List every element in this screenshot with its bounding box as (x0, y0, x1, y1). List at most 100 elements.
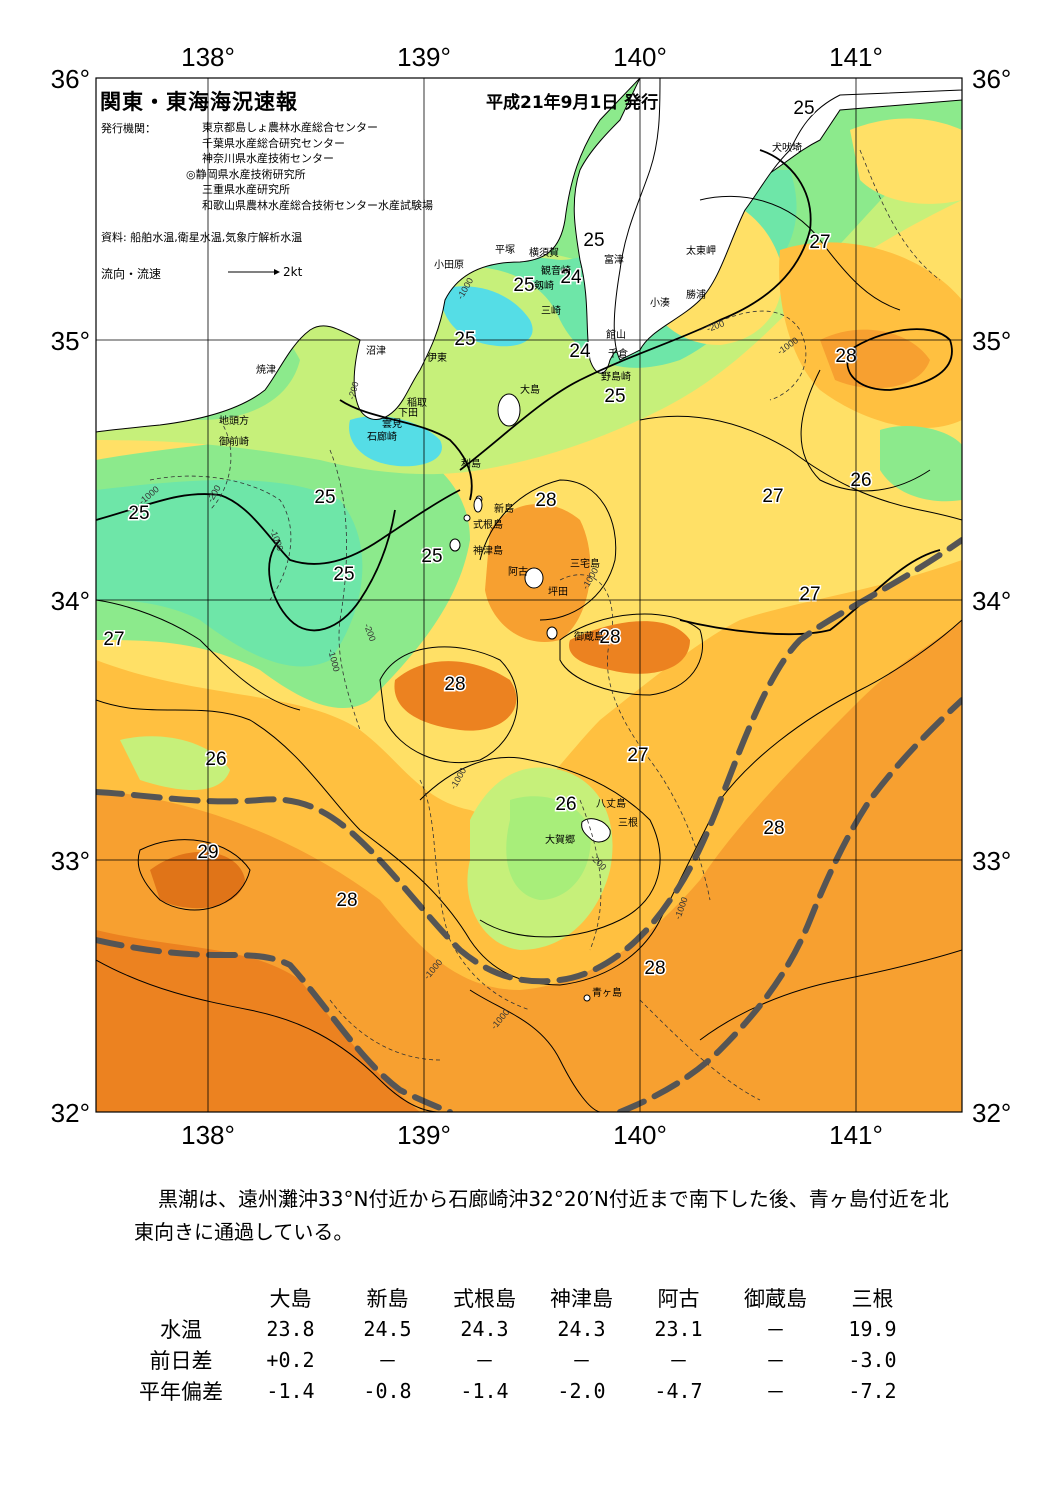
place-label: 伊東 (427, 351, 447, 364)
isotherm-lines (96, 149, 953, 636)
table-cell: 24.5 (363, 1316, 412, 1341)
place-label: 太東岬 (686, 244, 716, 257)
longitude-labels-bottom: 138° 139° 140° 141° (181, 1120, 883, 1150)
graticule (95, 77, 963, 1113)
place-label: 勝浦 (686, 288, 706, 301)
isotherm-label: 25 (454, 329, 475, 350)
station-header: 阿古 (657, 1286, 700, 1311)
table-cell: -2.0 (557, 1378, 606, 1403)
station-header: 式根島 (453, 1286, 516, 1311)
station-header: 三根 (851, 1286, 894, 1311)
map-title: 関東・東海海況速報 (100, 90, 298, 114)
table-cell: -3.0 (848, 1347, 897, 1372)
table-cell: -0.8 (363, 1378, 412, 1403)
latitude-label: 33° (972, 846, 1011, 876)
table-corner (120, 1282, 242, 1313)
isotherm-label: 28 (763, 818, 784, 839)
isotherm-label: 25 (793, 98, 814, 119)
isotherm-label: 24 (560, 267, 582, 288)
latitude-label: 36° (51, 64, 90, 94)
agency-list: 東京都島しょ農林水産総合センター 千葉県水産総合研究センター 神奈川県水産技術セ… (186, 120, 433, 213)
table-cell: -1.4 (266, 1378, 315, 1403)
table-row: 平年偏差 -1.4 -0.8 -1.4 -2.0 -4.7 － -7.2 (120, 1375, 921, 1406)
depth-label: -200 (346, 381, 360, 401)
table-cell: 24.3 (460, 1316, 509, 1341)
place-label: 神津島 (473, 544, 503, 557)
agency-item: 東京都島しょ農林水産総合センター (202, 121, 378, 134)
row-label: 前日差 (149, 1348, 213, 1373)
place-label: 三根 (618, 816, 638, 829)
agency-item: 三重県水産研究所 (202, 183, 290, 196)
observation-table: 大島 新島 式根島 神津島 阿古 御蔵島 三根 水温 23.8 24.5 24.… (120, 1282, 921, 1406)
isotherm-label: 28 (644, 958, 665, 979)
latitude-label: 35° (972, 326, 1011, 356)
table-cell: -7.2 (848, 1378, 897, 1403)
latitude-label: 34° (51, 586, 90, 616)
place-label: 千倉 (608, 347, 628, 360)
isotherm-label: 28 (535, 490, 556, 511)
isotherm-label: 25 (583, 230, 604, 251)
place-label: 坪田 (548, 585, 568, 598)
latitude-labels-right: 36° 35° 34° 33° 32° (972, 64, 1011, 1128)
land-masses (96, 78, 962, 1002)
longitude-label: 138° (181, 1120, 235, 1150)
isotherm-label: 27 (103, 629, 124, 650)
longitude-label: 140° (613, 42, 667, 72)
longitude-label: 139° (397, 1120, 451, 1150)
latitude-label: 32° (972, 1098, 1011, 1128)
place-label: 石廊崎 (367, 430, 397, 443)
station-header: 御蔵島 (744, 1286, 807, 1311)
island-hachijojima (581, 818, 611, 843)
place-label: 館山 (606, 328, 626, 341)
place-label: 沼津 (366, 344, 386, 357)
sea-temperature-map: 25 24 25 25 24 25 27 28 26 27 25 25 25 2… (51, 42, 1012, 1150)
island-niijima (473, 497, 483, 513)
latitude-label: 36° (972, 64, 1011, 94)
agency-item: 和歌山県農林水産総合技術センター水産試験場 (202, 198, 433, 212)
isotherm-label: 26 (850, 470, 871, 491)
table-cell: 24.3 (557, 1316, 606, 1341)
place-label: 地頭方 (219, 414, 249, 427)
place-label: 大島 (520, 383, 540, 396)
table-cell: － (474, 1349, 495, 1373)
table-header-row: 大島 新島 式根島 神津島 阿古 御蔵島 三根 (120, 1282, 921, 1313)
place-label: 式根島 (473, 518, 503, 531)
table-cell: 23.1 (654, 1316, 703, 1341)
place-label: 剱崎 (534, 279, 554, 292)
island-mikurajima (546, 626, 558, 640)
table-cell: － (765, 1380, 786, 1404)
station-header: 新島 (366, 1286, 409, 1311)
place-label: 小田原 (434, 259, 464, 271)
station-header: 大島 (269, 1286, 312, 1311)
latitude-label: 35° (51, 326, 90, 356)
isotherm-label: 28 (444, 674, 465, 695)
isotherm-label: 28 (336, 890, 357, 911)
table-cell: － (765, 1349, 786, 1373)
place-label: 御前崎 (219, 435, 249, 448)
isotherm-label: 27 (627, 745, 648, 766)
table-cell: -1.4 (460, 1378, 509, 1403)
table-cell: － (668, 1349, 689, 1373)
latitude-label: 34° (972, 586, 1011, 616)
table-cell: － (765, 1318, 786, 1342)
table-cell: +0.2 (266, 1347, 315, 1372)
isotherm-label-group: 25 24 25 25 24 25 27 28 26 27 25 25 25 2… (102, 97, 873, 981)
longitude-label: 138° (181, 42, 235, 72)
isotherm-label: 25 (421, 546, 442, 567)
place-label: 富津 (604, 253, 624, 266)
table-cell: 19.9 (848, 1316, 897, 1341)
data-sources: 資料: 船舶水温,衛星水温,気象庁解析水温 (101, 231, 303, 244)
isotherm-label: 24 (569, 341, 591, 362)
place-label: 三宅島 (570, 557, 600, 570)
place-label: 雲見 (382, 418, 402, 430)
isotherm-label: 27 (809, 232, 830, 253)
place-label: 横須賀 (529, 246, 559, 259)
isotherm-label: 27 (762, 486, 783, 507)
agency-item: 神奈川県水産技術センター (202, 152, 334, 165)
latitude-label: 33° (51, 846, 90, 876)
flow-legend-scale: 2kt (283, 265, 303, 279)
isotherm-label: 25 (333, 564, 354, 585)
longitude-label: 141° (829, 42, 883, 72)
row-label: 平年偏差 (139, 1379, 223, 1404)
island-kozushima (449, 538, 461, 552)
